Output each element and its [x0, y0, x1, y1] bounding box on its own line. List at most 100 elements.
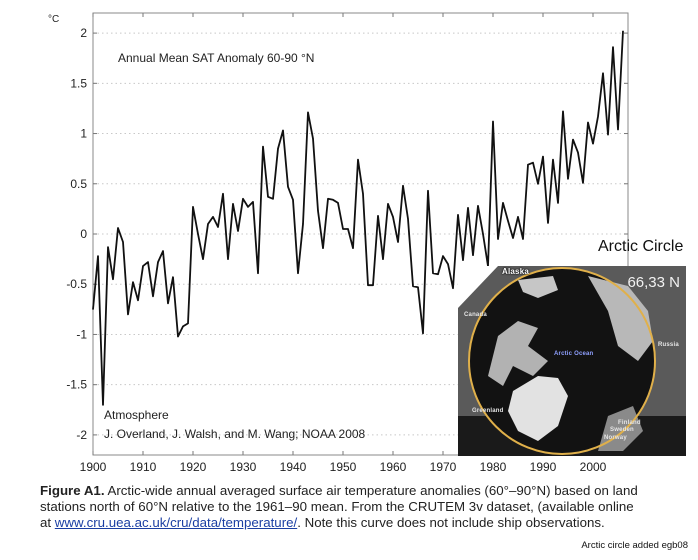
data-point — [447, 263, 449, 265]
data-point — [202, 258, 204, 260]
data-point — [507, 220, 509, 222]
x-tick-label: 1910 — [130, 460, 157, 474]
data-point — [467, 207, 469, 209]
data-point — [392, 216, 394, 218]
data-point — [327, 198, 329, 200]
data-point — [292, 199, 294, 201]
data-point — [337, 202, 339, 204]
data-point — [257, 272, 259, 274]
map-label-sweden: Sweden — [610, 427, 634, 433]
latitude-label: 66,33 N — [627, 274, 680, 291]
y-tick-label: 0.5 — [70, 177, 87, 191]
x-tick-labels: 1900 1910 1920 1930 1940 1950 1960 1970 1980 1990… — [80, 460, 607, 474]
data-point — [137, 299, 139, 301]
data-point — [332, 199, 334, 201]
x-tick-label: 1940 — [280, 460, 307, 474]
x-tick-label: 1950 — [330, 460, 357, 474]
data-point — [197, 233, 199, 235]
dataset-link[interactable]: www.cru.uea.ac.uk/cru/data/temperature/ — [54, 515, 298, 530]
temperature-anomaly-chart: 1900 1910 1920 1930 1940 1950 1960 1970 1980 1990… — [48, 12, 629, 474]
data-point — [187, 322, 189, 325]
data-point — [512, 237, 514, 239]
data-point — [522, 238, 524, 240]
data-point — [152, 295, 154, 297]
annotation-source: J. Overland, J. Walsh, and M. Wang; NOAA… — [104, 427, 366, 441]
x-tick-label: 1990 — [530, 460, 557, 474]
data-point — [497, 238, 499, 240]
data-point — [182, 325, 184, 328]
data-point — [347, 228, 349, 230]
data-point — [567, 178, 569, 180]
data-point — [592, 142, 594, 145]
data-point — [342, 228, 344, 230]
data-point — [232, 203, 234, 205]
map-label-greenland: Greenland — [472, 408, 504, 414]
data-point — [622, 30, 624, 32]
data-point — [92, 308, 94, 310]
data-point — [577, 152, 579, 154]
data-point — [552, 159, 554, 161]
data-point — [612, 46, 614, 48]
data-point — [397, 241, 399, 243]
data-point — [287, 186, 289, 188]
data-point — [597, 115, 599, 118]
figure-caption: Figure A1. Arctic-wide annual averaged s… — [40, 483, 640, 531]
data-point — [382, 258, 384, 260]
data-point — [532, 162, 534, 164]
arctic-map-inset: 66,33 N Alaska Canada Arctic Ocean Russi… — [458, 266, 686, 456]
arctic-map — [458, 266, 686, 456]
x-tick-label: 1900 — [80, 460, 107, 474]
data-point — [407, 218, 409, 220]
data-point — [542, 156, 544, 158]
russia-landmass — [588, 276, 653, 361]
data-point — [132, 281, 134, 283]
data-point — [262, 146, 264, 148]
data-point — [122, 241, 124, 243]
data-point — [472, 254, 474, 256]
y-tick-label: -2 — [76, 428, 87, 442]
data-point — [457, 214, 459, 216]
data-point — [267, 196, 269, 198]
data-point — [247, 206, 249, 208]
data-point — [282, 129, 284, 132]
data-point — [502, 202, 504, 204]
data-point — [572, 138, 574, 141]
data-point — [252, 201, 254, 203]
series-layer — [92, 30, 624, 406]
data-point — [317, 210, 319, 212]
data-point — [357, 159, 359, 161]
data-point — [147, 261, 149, 263]
data-point — [277, 148, 279, 150]
x-tick-label: 1960 — [380, 460, 407, 474]
data-point — [412, 285, 414, 287]
data-point — [172, 276, 174, 278]
x-tick-label: 1970 — [430, 460, 457, 474]
data-point — [162, 250, 164, 252]
data-point — [607, 133, 609, 136]
x-tick-label: 1930 — [230, 460, 257, 474]
data-point — [517, 216, 519, 218]
data-point — [602, 72, 604, 74]
data-point — [142, 265, 144, 267]
data-point — [402, 185, 404, 187]
data-point — [377, 215, 379, 217]
y-tick-label: 2 — [80, 26, 87, 40]
data-point — [547, 222, 549, 224]
map-label-arctic-ocean: Arctic Ocean — [554, 351, 594, 357]
data-point — [112, 278, 114, 280]
credit-note: Arctic circle added egb08 — [581, 540, 688, 551]
data-point — [97, 255, 99, 257]
data-point — [302, 223, 304, 225]
map-cut-corner — [458, 266, 498, 308]
x-tick-label: 2000 — [580, 460, 607, 474]
data-point — [102, 404, 104, 406]
data-point — [587, 121, 589, 124]
y-tick-label: 1.5 — [70, 76, 87, 90]
data-point — [222, 193, 224, 195]
data-point — [477, 205, 479, 207]
y-unit-label: °C — [48, 14, 59, 25]
data-point — [372, 284, 374, 286]
map-label-finland: Finland — [618, 420, 641, 426]
data-point — [192, 206, 194, 208]
data-point — [537, 183, 539, 185]
